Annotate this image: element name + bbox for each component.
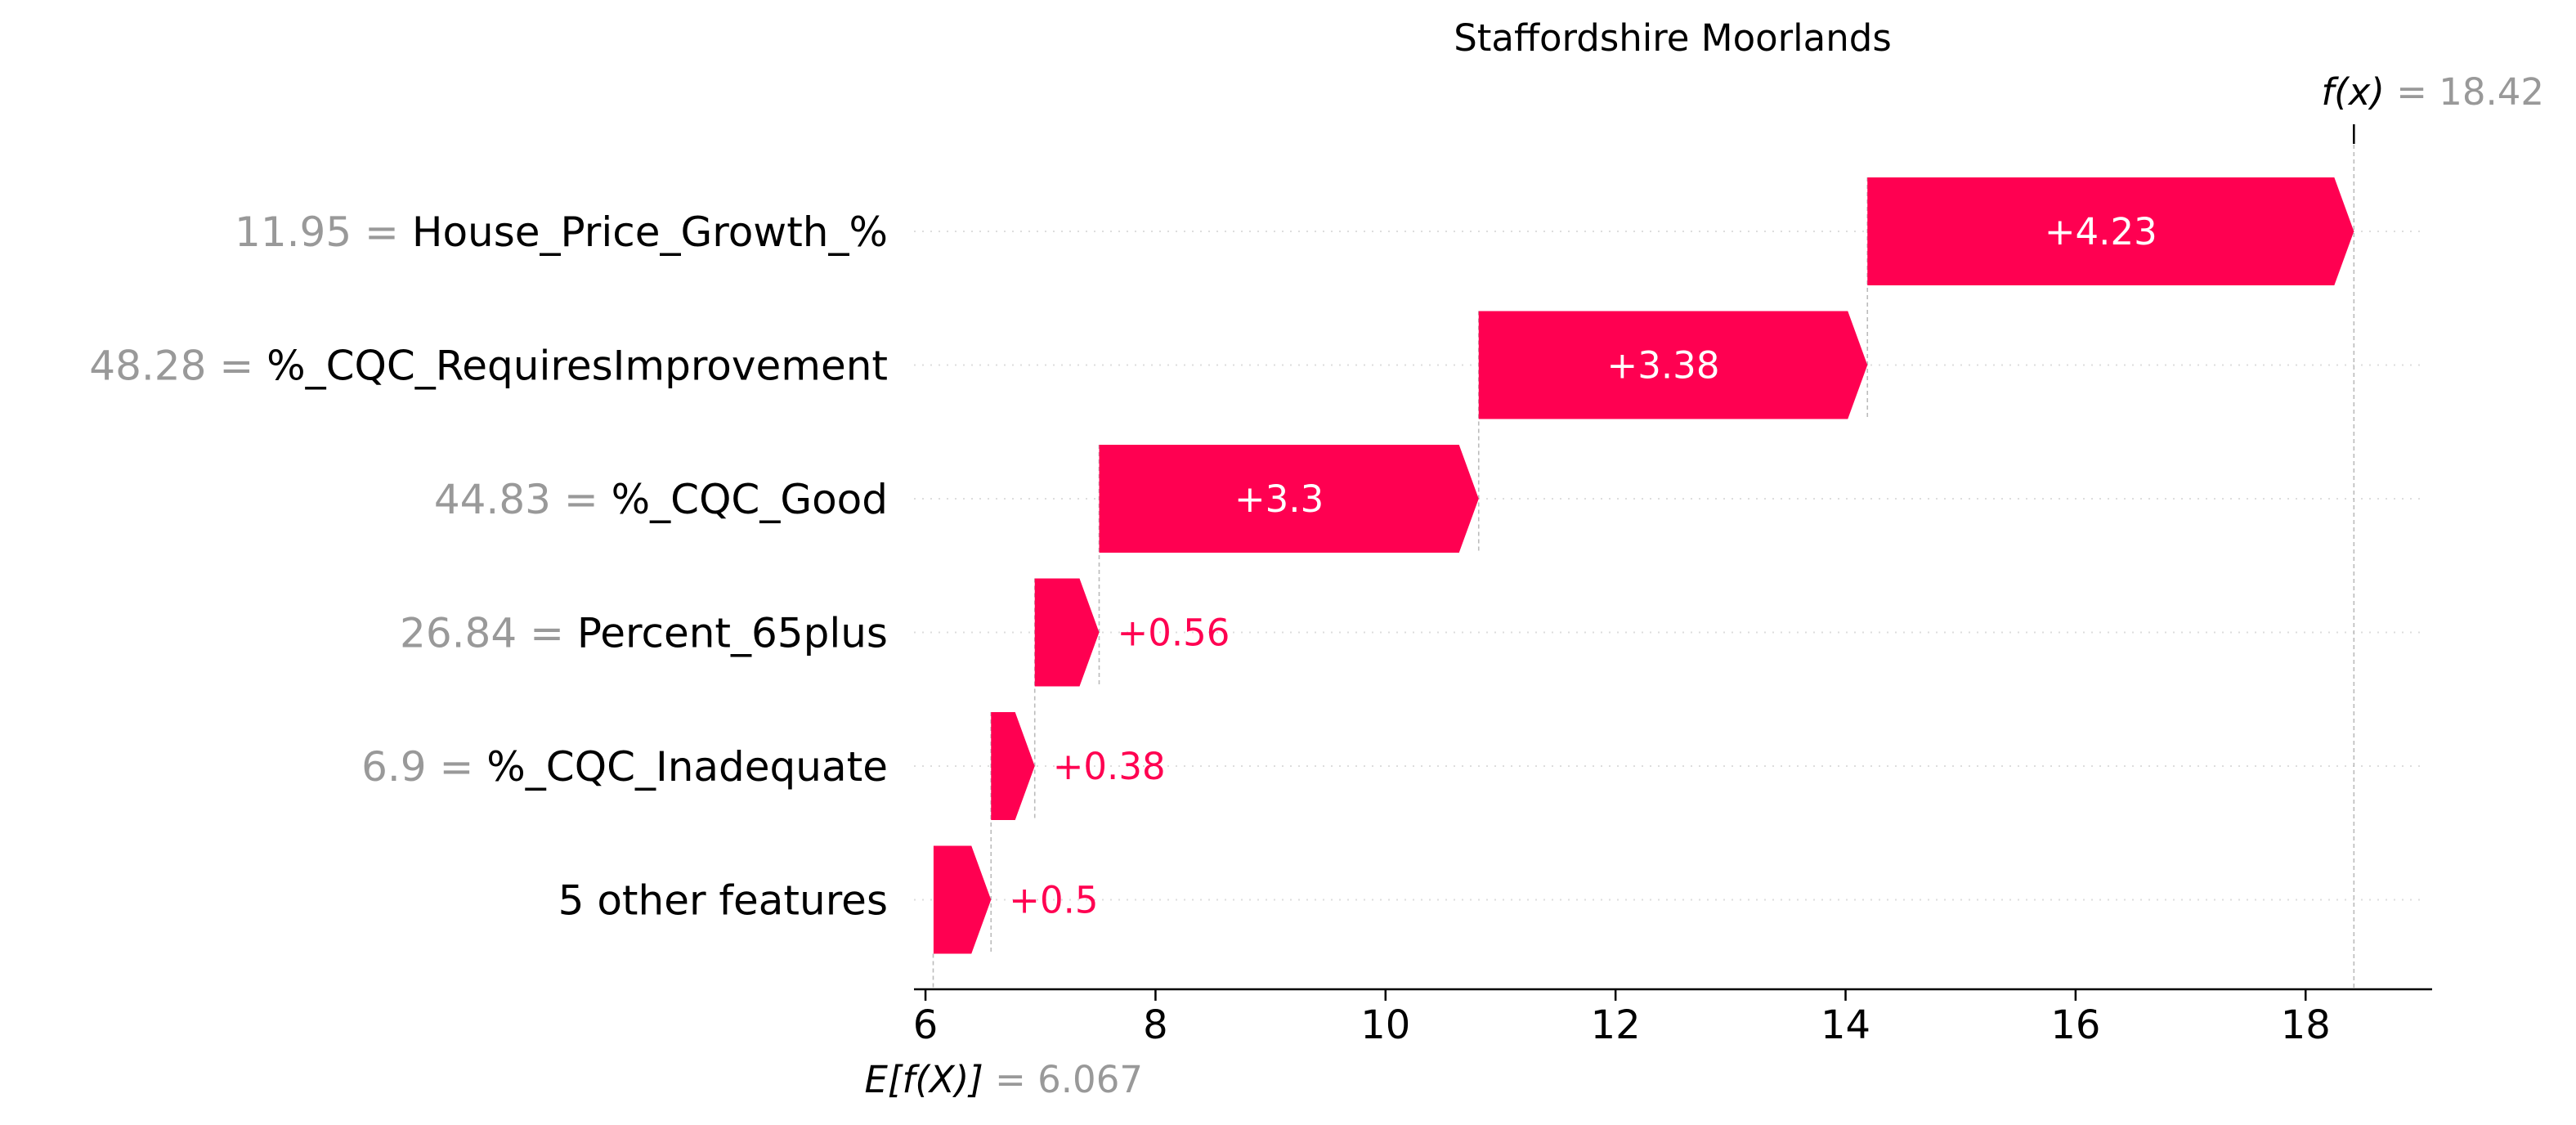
chart-title: Staffordshire Moorlands <box>1454 16 1892 60</box>
feature-name: House_Price_Growth_% <box>412 208 888 256</box>
feature-label: 44.83 = %_CQC_Good <box>434 476 888 523</box>
feature-name: Percent_65plus <box>577 610 888 657</box>
bar-2 <box>1478 311 1868 419</box>
feature-label: 48.28 = %_CQC_RequiresImprovement <box>89 343 888 390</box>
feature-value: 44.83 = <box>434 476 612 523</box>
feature-label: 5 other features <box>558 877 888 925</box>
x-tick-label: 12 <box>1591 1002 1641 1048</box>
feature-name: %_CQC_Good <box>612 476 888 523</box>
base-value-label: E[f(X)] = 6.067 <box>864 1058 1142 1101</box>
x-tick-label: 18 <box>2281 1002 2331 1048</box>
bars: +4.23 +3.38 +3.3 +0.56 +0.38 +0.5 <box>933 177 2354 954</box>
output-value-label: f(x) = 18.42 <box>2321 70 2544 114</box>
feature-value: 48.28 = <box>89 343 267 390</box>
bar-1 <box>1867 177 2354 285</box>
x-axis: 6 8 10 12 14 16 18 <box>913 124 2432 1048</box>
bar-value-label: +0.5 <box>1009 879 1098 922</box>
feature-value: 6.9 = <box>361 743 486 791</box>
base-label-prefix: E[f(X)] <box>864 1058 983 1101</box>
bar-5 <box>991 712 1035 820</box>
bar-value-label: +0.38 <box>1053 745 1166 788</box>
bar-value-label: +3.3 <box>1234 477 1324 521</box>
bar-3 <box>1099 445 1479 553</box>
bar-4 <box>1034 578 1100 687</box>
bar-6 <box>933 845 992 954</box>
x-tick-label: 8 <box>1143 1002 1168 1048</box>
feature-name: 5 other features <box>558 877 888 925</box>
base-label-value: = 6.067 <box>983 1058 1143 1101</box>
x-tick-label: 16 <box>2050 1002 2100 1048</box>
bar-value-label: +0.56 <box>1117 612 1230 655</box>
x-tick-label: 10 <box>1360 1002 1410 1048</box>
feature-value: 26.84 = <box>400 610 577 657</box>
feature-name: %_CQC_RequiresImprovement <box>267 343 888 390</box>
feature-label: 6.9 = %_CQC_Inadequate <box>361 743 888 791</box>
bar-value-label: +4.23 <box>2045 210 2157 253</box>
annotations: f(x) = 18.42 E[f(X)] = 6.067 <box>864 70 2544 1101</box>
output-label-prefix: f(x) <box>2321 70 2385 114</box>
feature-labels: 11.95 = House_Price_Growth_% 48.28 = %_CQ… <box>89 208 888 925</box>
bar-value-label: +3.38 <box>1607 344 1720 388</box>
feature-label: 26.84 = Percent_65plus <box>400 610 888 657</box>
feature-value: 11.95 = <box>235 208 412 256</box>
feature-name: %_CQC_Inadequate <box>486 743 888 791</box>
x-tick-label: 6 <box>913 1002 939 1048</box>
x-tick-label: 14 <box>1821 1002 1870 1048</box>
output-label-value: = 18.42 <box>2385 70 2544 114</box>
feature-label: 11.95 = House_Price_Growth_% <box>235 208 888 256</box>
